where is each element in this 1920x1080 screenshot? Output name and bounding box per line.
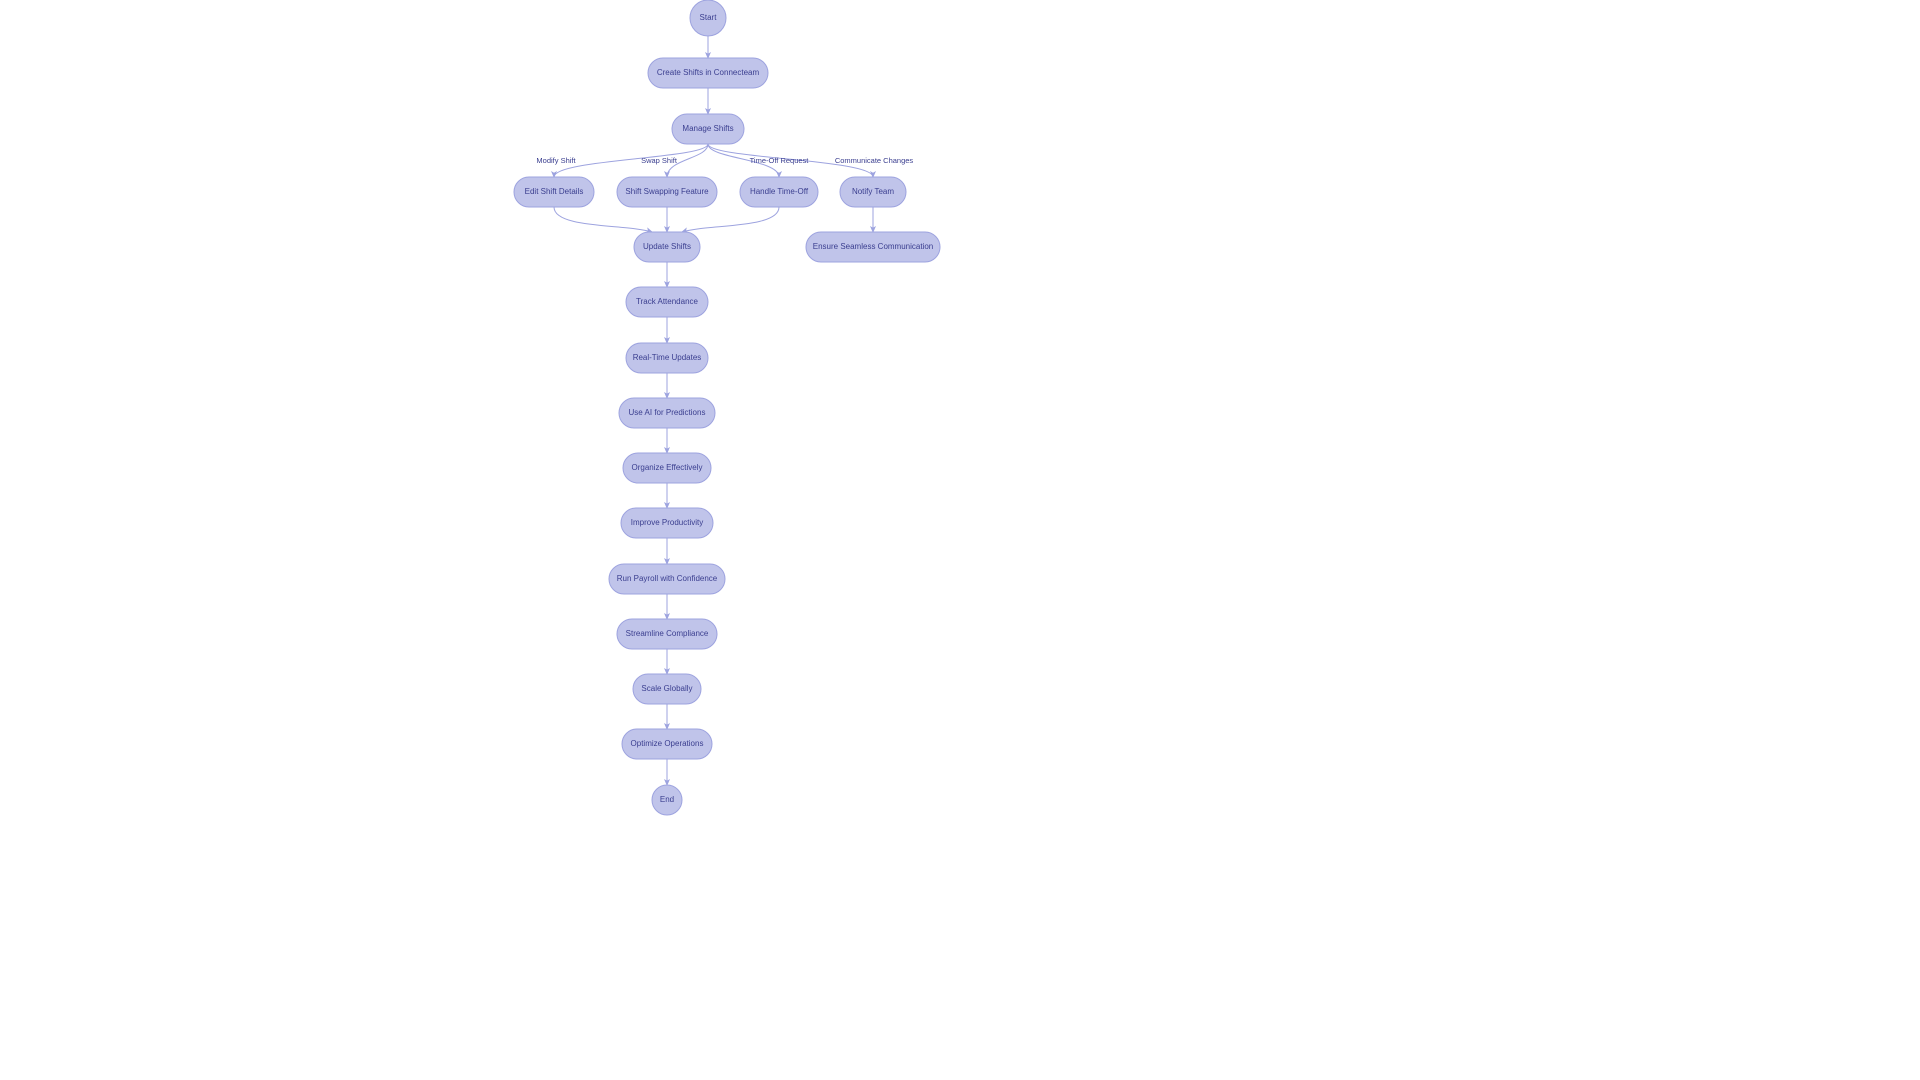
node-label-improve: Improve Productivity	[631, 518, 703, 527]
node-label-end: End	[660, 795, 674, 804]
edge-edit-update	[554, 207, 652, 232]
edge-timeoff-update	[682, 207, 779, 232]
node-label-create: Create Shifts in Connecteam	[657, 68, 760, 77]
node-comply: Streamline Compliance	[617, 619, 717, 649]
node-label-ai: Use AI for Predictions	[629, 408, 706, 417]
edge-label-manage-timeoff: Time-Off Request	[750, 156, 810, 165]
node-label-update: Update Shifts	[643, 242, 691, 251]
node-label-start: Start	[700, 13, 718, 22]
node-label-comply: Streamline Compliance	[626, 629, 709, 638]
node-label-timeoff: Handle Time-Off	[750, 187, 809, 196]
edge-label-manage-edit: Modify Shift	[536, 156, 576, 165]
node-track: Track Attendance	[626, 287, 708, 317]
node-create: Create Shifts in Connecteam	[648, 58, 768, 88]
flowchart-canvas: Modify Shift Swap Shift Time-Off Request Co…	[0, 0, 1920, 1080]
node-payroll: Run Payroll with Confidence	[609, 564, 725, 594]
node-label-notify: Notify Team	[852, 187, 894, 196]
node-improve: Improve Productivity	[621, 508, 713, 538]
node-ai: Use AI for Predictions	[619, 398, 715, 428]
node-label-realtime: Real-Time Updates	[633, 353, 702, 362]
node-label-swap: Shift Swapping Feature	[625, 187, 709, 196]
node-edit: Edit Shift Details	[514, 177, 594, 207]
node-manage: Manage Shifts	[672, 114, 744, 144]
node-label-organize: Organize Effectively	[632, 463, 703, 472]
node-label-edit: Edit Shift Details	[525, 187, 584, 196]
nodes-layer: Start Create Shifts in Connecteam Manage S…	[514, 0, 940, 815]
node-label-ensure: Ensure Seamless Communication	[813, 242, 934, 251]
node-label-optimize: Optimize Operations	[631, 739, 704, 748]
node-start: Start	[690, 0, 726, 36]
node-optimize: Optimize Operations	[622, 729, 712, 759]
node-label-payroll: Run Payroll with Confidence	[617, 574, 718, 583]
node-ensure: Ensure Seamless Communication	[806, 232, 940, 262]
node-realtime: Real-Time Updates	[626, 343, 708, 373]
node-swap: Shift Swapping Feature	[617, 177, 717, 207]
node-notify: Notify Team	[840, 177, 906, 207]
node-end: End	[652, 785, 682, 815]
node-label-track: Track Attendance	[636, 297, 699, 306]
node-label-manage: Manage Shifts	[682, 124, 733, 133]
node-timeoff: Handle Time-Off	[740, 177, 818, 207]
node-label-scale: Scale Globally	[641, 684, 692, 693]
node-scale: Scale Globally	[633, 674, 701, 704]
node-update: Update Shifts	[634, 232, 700, 262]
edge-label-manage-swap: Swap Shift	[641, 156, 678, 165]
node-organize: Organize Effectively	[623, 453, 711, 483]
edge-label-manage-notify: Communicate Changes	[835, 156, 914, 165]
